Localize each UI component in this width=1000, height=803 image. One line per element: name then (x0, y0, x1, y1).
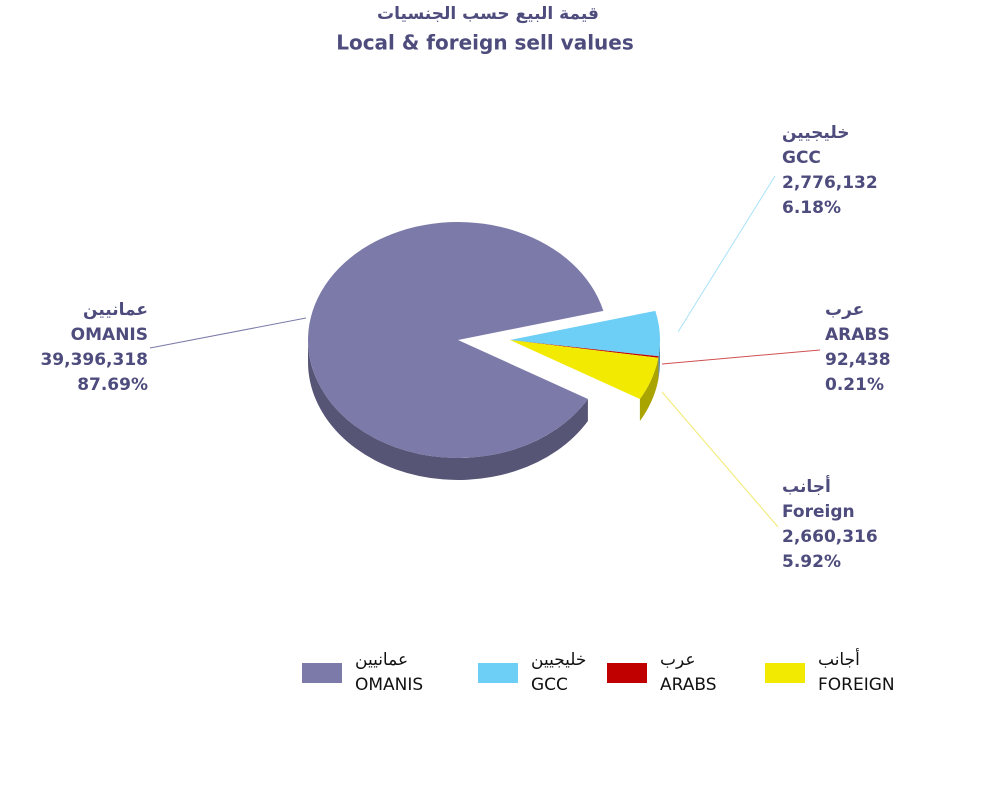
percent-label: 6.18% (782, 198, 841, 218)
legend-label: FOREIGN (818, 675, 895, 695)
slice-label: OMANIS (71, 325, 148, 345)
slice-label: GCC (782, 148, 821, 168)
value-label: 2,660,316 (782, 527, 878, 547)
legend-swatch (765, 663, 805, 683)
legend-label-arabic: عمانيين (355, 650, 408, 670)
legend-swatch (302, 663, 342, 683)
callout-line (677, 175, 776, 333)
callout-line (661, 391, 779, 528)
slice (510, 310, 661, 357)
legend: عمانيين OMANIS خليجيين GCC عرب ARABS أجانب FORE… (302, 648, 895, 695)
value-label: 2,776,132 (782, 173, 878, 193)
legend-label: OMANIS (355, 675, 423, 695)
percent-label: 87.69% (77, 375, 148, 395)
slice-label-arabic: خليجيين (782, 123, 850, 143)
slice (510, 340, 659, 399)
pie-sides (308, 340, 660, 480)
slice (510, 340, 659, 358)
pie-tops (307, 221, 661, 458)
value-label: 92,438 (825, 350, 891, 370)
legend-label: GCC (531, 675, 568, 695)
percent-label: 0.21% (825, 375, 884, 395)
percent-label: 5.92% (782, 552, 841, 572)
legend-swatch (478, 663, 518, 683)
slice-side (639, 357, 659, 421)
callouts: عمانيين OMANIS 39,396,318 87.69% خليجيين GCC 2… (40, 123, 890, 572)
slice-label: ARABS (825, 325, 890, 345)
slice-label-arabic: عرب (825, 300, 864, 320)
slice-side (308, 340, 588, 480)
slice-label-arabic: عمانيين (83, 300, 148, 320)
slice-side (658, 340, 660, 379)
legend-label-arabic: عرب (660, 650, 696, 670)
slice-label: Foreign (782, 502, 855, 522)
value-label: 39,396,318 (40, 350, 148, 370)
legend-swatch (607, 663, 647, 683)
slice-label-arabic: أجانب (782, 475, 831, 497)
chart-title-arabic: قيمة البيع حسب الجنسيات (377, 4, 599, 24)
slice (307, 221, 604, 458)
callout-line (149, 317, 307, 349)
callout-line (661, 349, 821, 365)
legend-label-arabic: خليجيين (531, 650, 586, 670)
legend-label-arabic: أجانب (818, 648, 860, 670)
legend-label: ARABS (660, 675, 717, 695)
chart-title: Local & foreign sell values (336, 31, 634, 55)
